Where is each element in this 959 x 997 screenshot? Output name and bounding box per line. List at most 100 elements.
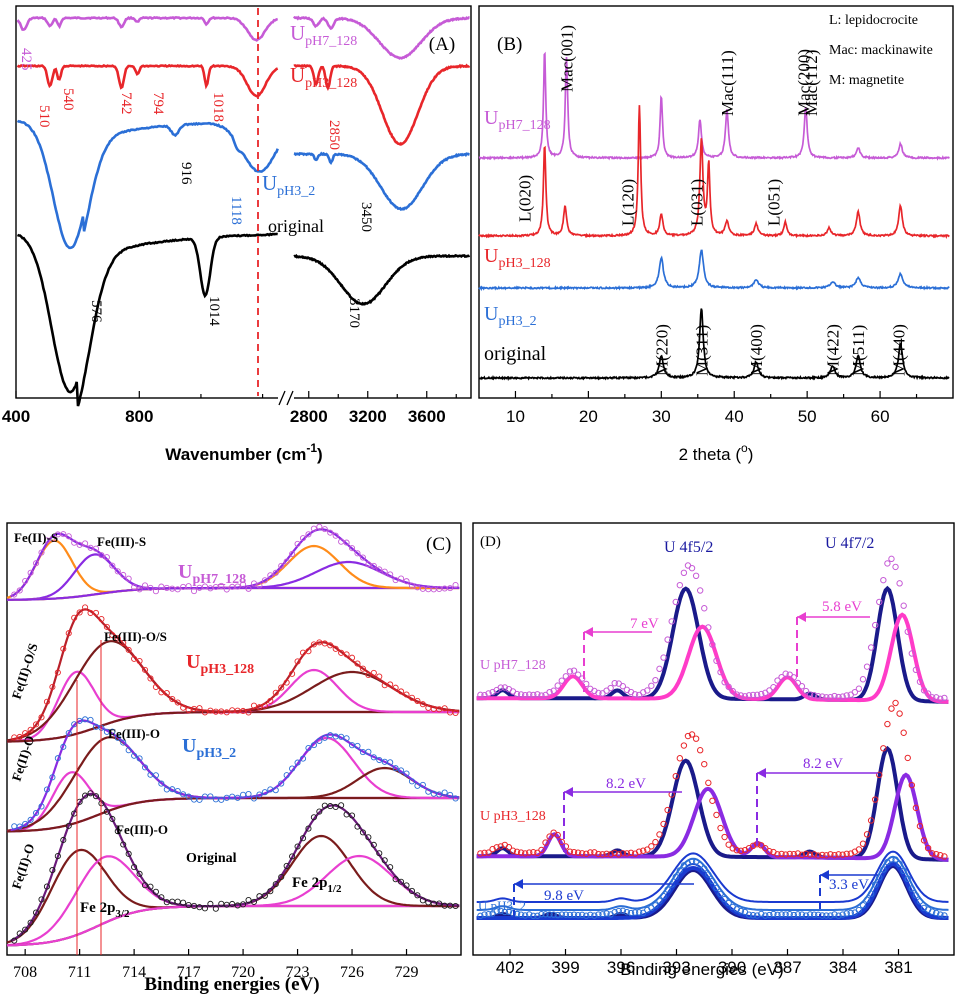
d-data-point (884, 720, 891, 728)
a-tick-label-800: 800 (125, 407, 153, 426)
legend-mackinawite: Mac: mackinawite (829, 43, 933, 58)
panel-d-frame (472, 522, 955, 956)
d-data-point (900, 602, 907, 609)
c-data-point (250, 898, 258, 905)
d-tick-label-384: 384 (829, 958, 857, 977)
c-data-point (419, 897, 426, 904)
c-data-point (22, 730, 29, 737)
c-data-point (403, 691, 410, 698)
c-data-point (436, 791, 443, 798)
d-data-point (753, 691, 761, 699)
d-data-point (595, 689, 602, 697)
d-data-point (806, 911, 814, 918)
d-data-point (672, 598, 679, 606)
d-data-point (778, 850, 785, 858)
d-data-point (871, 621, 879, 629)
c-data-point (103, 623, 110, 630)
c-data-point (114, 568, 121, 575)
d-data-point (717, 824, 724, 832)
d-data-point (721, 833, 728, 841)
d-series-label-uph3-128: U pH3_128 (480, 809, 546, 824)
c-data-point (261, 789, 268, 796)
c-data-point (240, 581, 247, 588)
c-data-point (158, 894, 165, 901)
c-data-point (343, 735, 350, 742)
d-stack-line-2 (476, 850, 949, 903)
c-data-point (250, 702, 258, 709)
c-data-point (27, 569, 34, 576)
d-component-2-1 (476, 861, 949, 920)
d-tick-label-393: 393 (662, 958, 690, 977)
d-data-point (863, 663, 871, 670)
c-data-point (365, 748, 372, 755)
d-data-point (583, 680, 590, 688)
d-data-point (660, 820, 667, 828)
c-data-point (305, 648, 312, 655)
c-data-point (174, 788, 181, 795)
c-data-point (272, 569, 279, 576)
c-annot-fe3-o-b: Fe(III)-O (116, 822, 168, 837)
d-data-point (810, 851, 818, 858)
c-data-point (305, 744, 312, 752)
d-stack-line-1 (476, 855, 949, 911)
c-data-point (131, 864, 138, 871)
d-data-point (721, 895, 728, 903)
c-data-point (376, 673, 383, 680)
c-data-point (425, 899, 432, 906)
d-data-point (680, 742, 688, 749)
d-data-point (497, 843, 504, 850)
d-data-point (493, 844, 500, 851)
d-data-point (892, 563, 899, 571)
c-data-point (245, 709, 252, 716)
c-data-point (201, 583, 208, 590)
c-data-point (136, 870, 143, 877)
d-data-point (896, 580, 903, 587)
b-curve-series-0 (478, 51, 950, 161)
c-data-point (278, 684, 285, 691)
d-data-point (762, 845, 769, 852)
c-data-point (278, 873, 285, 881)
c-data-point (327, 529, 334, 536)
c-data-point (321, 640, 328, 647)
d-data-point (786, 911, 793, 918)
c-data-point (38, 803, 45, 810)
c-data-point (201, 905, 208, 912)
d-data-point (725, 841, 732, 848)
d-data-point (534, 849, 541, 856)
c-data-point (310, 814, 317, 821)
d-data-point (676, 755, 684, 762)
c-data-point (408, 887, 416, 895)
b-series-label-uph3-2: UpH3_2 (484, 303, 537, 329)
d-data-point (554, 911, 561, 919)
c-data-point (365, 671, 372, 679)
d-data-point (815, 852, 822, 859)
d-data-point (615, 907, 622, 915)
d-data-point (599, 911, 606, 918)
c-data-point (267, 888, 274, 895)
panel-c-label: (C) (426, 534, 451, 555)
d-data-point (758, 910, 765, 918)
d-data-point (745, 692, 753, 699)
c-tick-label-714: 714 (122, 964, 146, 981)
c-data-point (327, 642, 334, 649)
c-data-point (398, 767, 405, 774)
d-data-point (888, 705, 895, 712)
c-data-point (229, 900, 236, 908)
series-label-uph3-2: UpH3_2 (262, 171, 315, 199)
c-tick-label-720: 720 (231, 964, 255, 981)
c-data-point (33, 721, 40, 728)
d-data-point (635, 848, 643, 855)
d-data-point (640, 847, 647, 854)
d-data-point (623, 850, 631, 857)
d-data-point (688, 731, 696, 738)
c-background-2 (6, 797, 460, 833)
d-data-point (790, 911, 797, 919)
axis-break-icon (278, 390, 294, 406)
d-data-point (705, 871, 712, 878)
c-data-point (338, 649, 345, 656)
c-data-point (403, 882, 410, 889)
c-data-point (408, 778, 416, 785)
c-label-fe2p12: Fe 2p1/2 (292, 875, 342, 895)
c-data-point (76, 541, 83, 548)
c-data-point (180, 899, 187, 906)
